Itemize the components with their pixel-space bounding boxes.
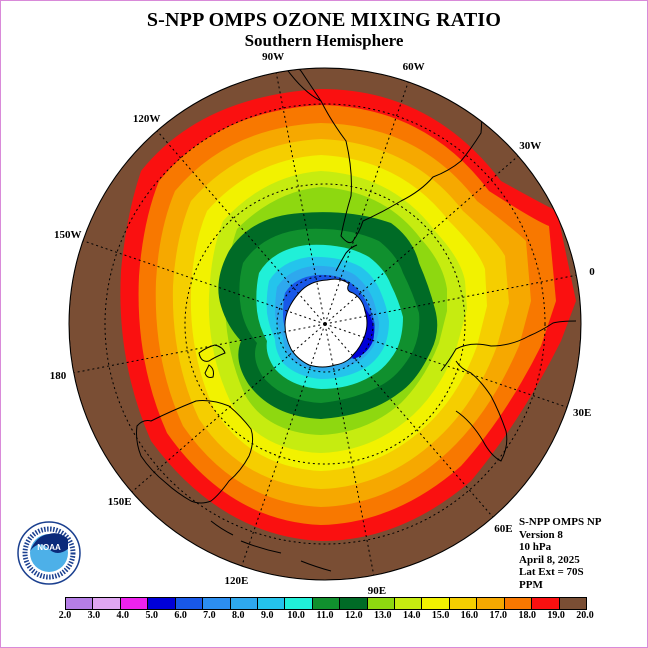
- latitude-circle-40s: [184, 183, 466, 465]
- colorbar-tick-label: 2.0: [58, 610, 72, 621]
- colorbar-swatch: [449, 598, 478, 609]
- colorbar-tick-label: 8.0: [232, 610, 245, 621]
- colorbar-labels: 2.0 3.0 4.0 5.0 6.0 7.0 8.0 9.0 10.0 11.0 12.0 13.0…: [59, 610, 594, 624]
- latitude-circle-70s: [276, 275, 374, 373]
- colorbar-swatch: [148, 598, 176, 609]
- colorbar-swatch: [257, 598, 286, 609]
- info-units: PPM: [519, 578, 543, 591]
- colorbar-swatch: [93, 598, 121, 609]
- info-date: April 8, 2025: [519, 553, 580, 566]
- colorbar-swatch: [477, 598, 505, 609]
- indonesia-islands: [210, 520, 332, 572]
- longitude-label: 150W: [54, 229, 82, 242]
- colorbar-tick-label: 13.0: [374, 610, 392, 621]
- longitude-label: 120E: [224, 575, 249, 588]
- info-instrument: S-NPP OMPS NP: [519, 516, 602, 528]
- colorbar-swatch: [203, 598, 231, 609]
- longitude-label: 180: [49, 369, 67, 382]
- colorbar-swatch: [504, 598, 533, 609]
- latitude-circle-10s: [104, 103, 546, 545]
- colorbar-tick-label: 17.0: [489, 610, 508, 621]
- colorbar-tick-label: 12.0: [345, 610, 363, 621]
- longitude-label: 90W: [262, 51, 285, 63]
- longitude-label: 120W: [132, 112, 161, 125]
- colorbar-swatch: [422, 598, 450, 609]
- graticule: [104, 103, 546, 545]
- colorbar-swatch: [340, 598, 368, 609]
- south-america-east-coast: [282, 68, 322, 102]
- australia-coast: [136, 400, 254, 504]
- colorbar-tick-label: 3.0: [87, 610, 101, 621]
- colorbar-tick-label: 6.0: [174, 610, 187, 621]
- longitude-label: 60E: [494, 523, 513, 536]
- colorbar-tick-label: 18.0: [518, 610, 536, 621]
- pole-marker: [323, 322, 327, 326]
- colorbar-tick-label: 11.0: [316, 610, 334, 621]
- colorbar-tick-label: 19.0: [547, 610, 565, 621]
- colorbar-tick-label: 7.0: [203, 610, 216, 621]
- colorbar-tick-label: 16.0: [460, 610, 479, 621]
- map-title: S-NPP OMPS OZONE MIXING RATIO: [146, 9, 502, 31]
- info-lat-ext: Lat Ext = 70S: [519, 566, 584, 578]
- colorbar-swatch: [532, 598, 560, 609]
- colorbar-tick-label: 5.0: [145, 610, 158, 621]
- colorbar-swatch: [367, 598, 396, 609]
- colorbar-tick-label: 20.0: [576, 610, 594, 621]
- info-level: 10 hPa: [519, 541, 552, 553]
- colorbar-swatch: [559, 598, 587, 609]
- info-block: S-NPP OMPS NP Version 8 10 hPa April 8, …: [519, 516, 602, 591]
- south-america-coast: [280, 68, 483, 244]
- colorbar-tick-label: 4.0: [116, 610, 130, 621]
- longitude-label: 0: [589, 266, 595, 279]
- colorbar-swatch: [175, 598, 204, 609]
- colorbar-tick-label: 9.0: [260, 610, 274, 621]
- africa-coast: [440, 320, 577, 462]
- longitude-label: 150E: [107, 496, 132, 509]
- colorbar-tick-label: 14.0: [402, 610, 421, 621]
- longitude-label: 30W: [519, 139, 542, 152]
- colorbar-tick-label: 15.0: [431, 610, 450, 621]
- colorbar-tick-label: 10.0: [287, 610, 305, 621]
- colorbar: [65, 597, 587, 610]
- longitude-label: 90E: [367, 585, 387, 597]
- longitude-label: 60W: [402, 60, 425, 73]
- longitude-label: 30E: [573, 406, 592, 419]
- colorbar-swatch: [312, 598, 341, 609]
- colorbar-swatch: [230, 598, 258, 609]
- coastlines: [136, 68, 577, 572]
- map-outline: [68, 67, 582, 581]
- noaa-logo-text: NOAA: [37, 543, 61, 552]
- colorbar-swatch: [395, 598, 423, 609]
- colorbar-swatch: [120, 598, 149, 609]
- colorbar-swatch: [285, 598, 313, 609]
- antarctic-peninsula: [335, 244, 358, 272]
- map-subtitle: Southern Hemisphere: [244, 31, 404, 50]
- noaa-logo-icon: NOAA: [17, 521, 81, 585]
- info-version: Version 8: [519, 528, 563, 541]
- colorbar-swatch: [66, 598, 94, 609]
